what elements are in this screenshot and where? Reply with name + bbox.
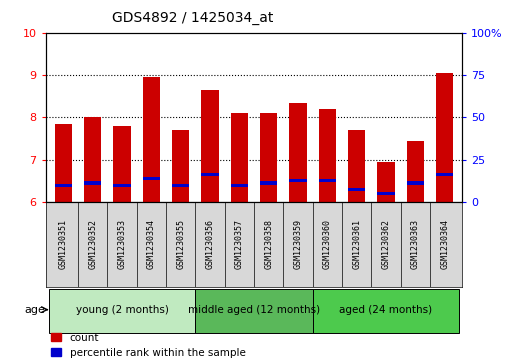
Text: GSM1230364: GSM1230364 xyxy=(440,219,449,269)
Bar xyxy=(196,289,312,333)
Bar xyxy=(312,289,459,333)
Bar xyxy=(289,102,307,202)
Bar xyxy=(54,184,72,187)
Bar xyxy=(113,126,131,202)
Text: middle aged (12 months): middle aged (12 months) xyxy=(188,305,320,315)
Bar xyxy=(113,184,131,187)
Bar xyxy=(54,124,72,202)
Text: GSM1230357: GSM1230357 xyxy=(235,219,244,269)
Bar xyxy=(260,182,277,185)
Text: GSM1230352: GSM1230352 xyxy=(88,219,97,269)
Bar xyxy=(172,184,189,187)
Bar xyxy=(231,184,248,187)
Bar xyxy=(143,177,160,180)
Text: GSM1230363: GSM1230363 xyxy=(411,219,420,269)
Bar xyxy=(84,182,102,185)
Text: GDS4892 / 1425034_at: GDS4892 / 1425034_at xyxy=(112,11,274,25)
Bar xyxy=(231,113,248,202)
Text: GSM1230351: GSM1230351 xyxy=(59,219,68,269)
Text: GSM1230354: GSM1230354 xyxy=(147,219,156,269)
Bar xyxy=(143,77,160,202)
Text: age: age xyxy=(25,305,46,315)
Bar xyxy=(201,173,219,176)
Bar xyxy=(436,73,454,202)
Bar xyxy=(49,289,196,333)
Bar xyxy=(84,117,102,202)
Bar xyxy=(406,182,424,185)
Bar xyxy=(348,188,365,191)
Legend: count, percentile rank within the sample: count, percentile rank within the sample xyxy=(51,333,245,358)
Text: GSM1230362: GSM1230362 xyxy=(382,219,391,269)
Bar xyxy=(436,173,454,176)
Text: GSM1230353: GSM1230353 xyxy=(117,219,126,269)
Text: aged (24 months): aged (24 months) xyxy=(339,305,433,315)
Text: GSM1230356: GSM1230356 xyxy=(206,219,214,269)
Bar xyxy=(348,130,365,202)
Bar xyxy=(406,140,424,202)
Text: young (2 months): young (2 months) xyxy=(76,305,169,315)
Bar xyxy=(319,109,336,202)
Bar xyxy=(377,192,395,195)
Text: GSM1230360: GSM1230360 xyxy=(323,219,332,269)
Text: GSM1230359: GSM1230359 xyxy=(294,219,302,269)
Bar xyxy=(377,162,395,202)
Text: GSM1230361: GSM1230361 xyxy=(352,219,361,269)
Text: GSM1230355: GSM1230355 xyxy=(176,219,185,269)
Bar xyxy=(260,113,277,202)
Bar xyxy=(319,179,336,183)
Bar xyxy=(201,90,219,202)
Text: GSM1230358: GSM1230358 xyxy=(264,219,273,269)
Bar xyxy=(289,179,307,183)
Bar xyxy=(172,130,189,202)
